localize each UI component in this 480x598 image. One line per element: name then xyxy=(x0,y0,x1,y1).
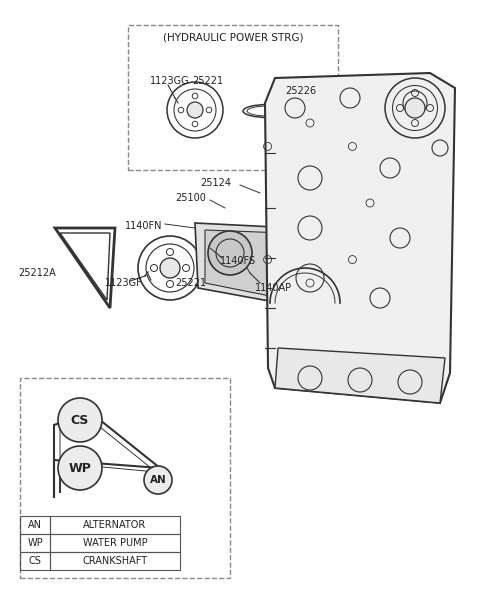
Text: 1140AP: 1140AP xyxy=(255,283,292,293)
Circle shape xyxy=(187,102,203,118)
Circle shape xyxy=(58,398,102,442)
Text: AN: AN xyxy=(28,520,42,530)
Circle shape xyxy=(58,446,102,490)
Text: 25221: 25221 xyxy=(175,278,206,288)
Text: 25221: 25221 xyxy=(192,76,223,86)
Text: WATER PUMP: WATER PUMP xyxy=(83,538,147,548)
Text: 1123GG: 1123GG xyxy=(150,76,190,86)
Text: 25212A: 25212A xyxy=(18,268,56,278)
Text: 1140FN: 1140FN xyxy=(125,221,163,231)
Circle shape xyxy=(160,258,180,278)
Text: 25226: 25226 xyxy=(285,86,316,96)
Circle shape xyxy=(144,466,172,494)
Text: CS: CS xyxy=(71,413,89,426)
Text: CS: CS xyxy=(29,556,41,566)
Text: 25124: 25124 xyxy=(200,178,231,188)
Circle shape xyxy=(208,231,252,275)
Text: 1140FS: 1140FS xyxy=(220,256,256,266)
Text: 25100: 25100 xyxy=(175,193,206,203)
Circle shape xyxy=(405,98,425,118)
Polygon shape xyxy=(205,230,285,296)
Text: CRANKSHAFT: CRANKSHAFT xyxy=(83,556,147,566)
Polygon shape xyxy=(195,223,295,303)
Polygon shape xyxy=(265,73,455,403)
Text: (HYDRAULIC POWER STRG): (HYDRAULIC POWER STRG) xyxy=(163,33,303,43)
Text: AN: AN xyxy=(150,475,167,485)
Text: WP: WP xyxy=(27,538,43,548)
Text: 1123GF: 1123GF xyxy=(105,278,143,288)
Text: WP: WP xyxy=(69,462,91,474)
Text: ALTERNATOR: ALTERNATOR xyxy=(84,520,146,530)
Polygon shape xyxy=(275,348,445,403)
